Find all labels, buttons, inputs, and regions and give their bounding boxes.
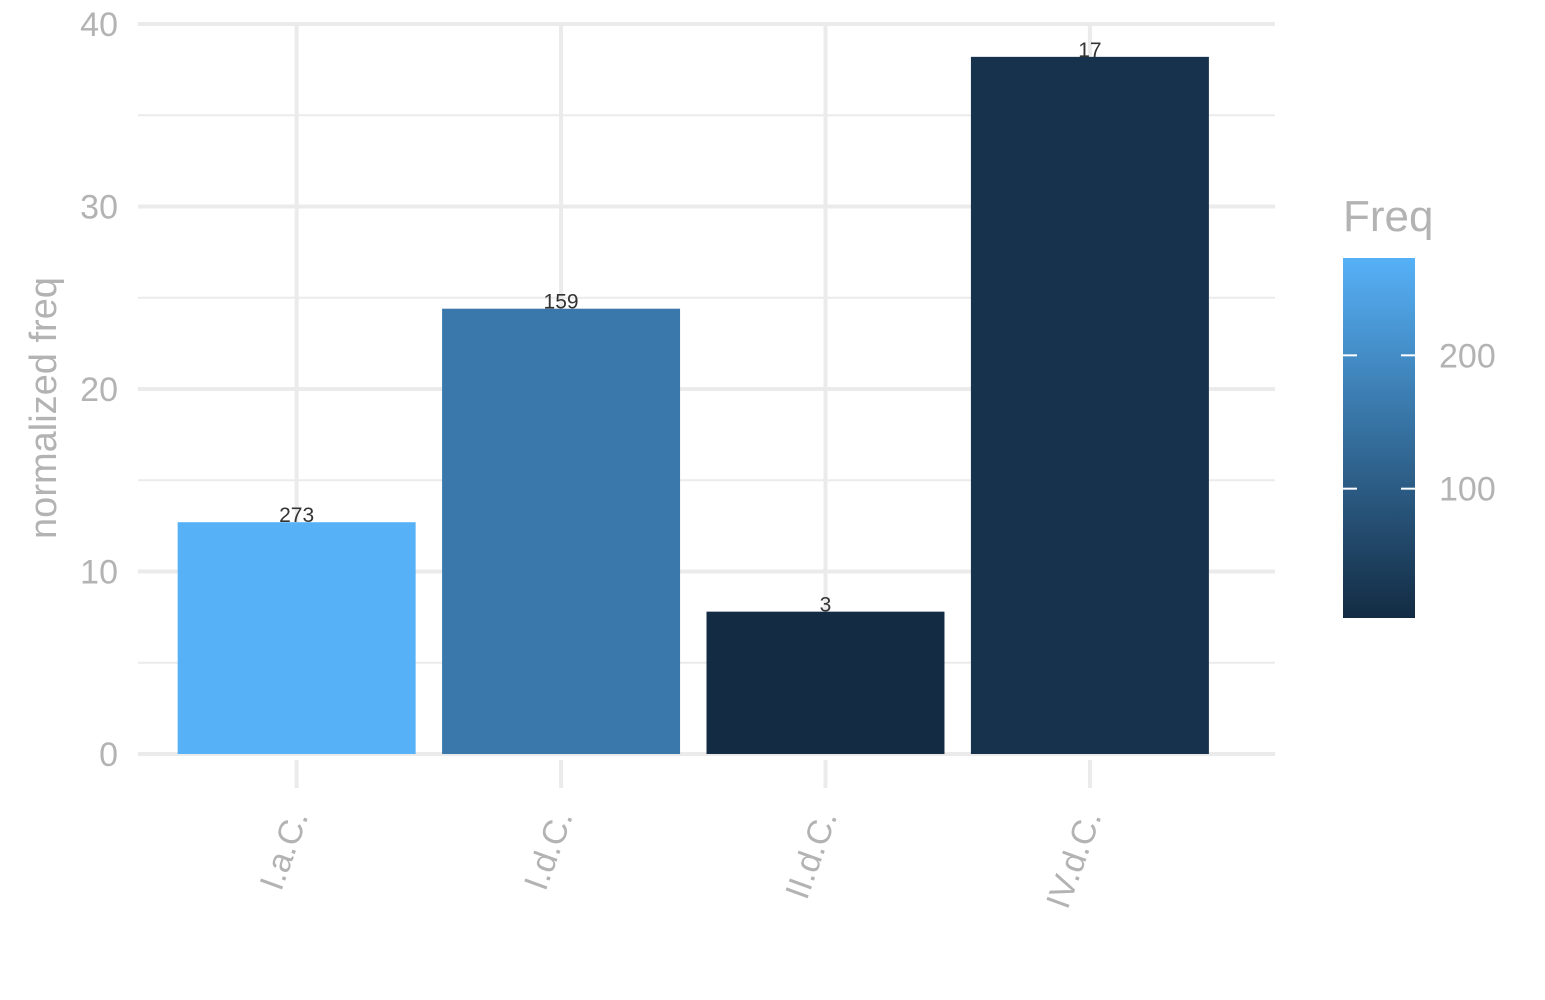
y-tick-label: 40	[80, 6, 118, 44]
x-axis: I.a.C. I.d.C. II.d.C. IV.d.C.	[253, 760, 1109, 914]
y-axis: 0 10 20 30 40	[80, 6, 118, 774]
legend-title: Freq	[1343, 192, 1433, 241]
x-tick-label: IV.d.C.	[1039, 806, 1109, 914]
colorbar-tick-label: 200	[1439, 337, 1496, 375]
bar-value-label: 273	[279, 504, 314, 527]
bar-value-label: 159	[544, 291, 579, 314]
colorbar-tick-label: 100	[1439, 471, 1496, 509]
y-tick-label: 20	[80, 371, 118, 409]
y-tick-label: 10	[80, 554, 118, 592]
bar-value-label: 17	[1078, 39, 1101, 62]
legend-ticks: 100 200	[1343, 337, 1496, 509]
x-tick-label: I.a.C.	[253, 806, 316, 895]
legend: Freq 100 200	[1343, 192, 1496, 618]
bar	[970, 56, 1209, 755]
bar-labels: 273 159 3 17	[279, 39, 1101, 617]
y-tick-label: 0	[99, 736, 118, 774]
bar-value-label: 3	[820, 594, 832, 617]
y-axis-title: normalized freq	[23, 277, 65, 539]
colorbar	[1343, 258, 1415, 618]
x-tick-label: II.d.C.	[778, 806, 845, 904]
bar	[177, 522, 416, 754]
bar	[706, 611, 945, 754]
x-tick-label: I.d.C.	[517, 806, 580, 895]
bars	[177, 56, 1209, 755]
y-tick-label: 30	[80, 189, 118, 227]
bar	[442, 308, 681, 754]
